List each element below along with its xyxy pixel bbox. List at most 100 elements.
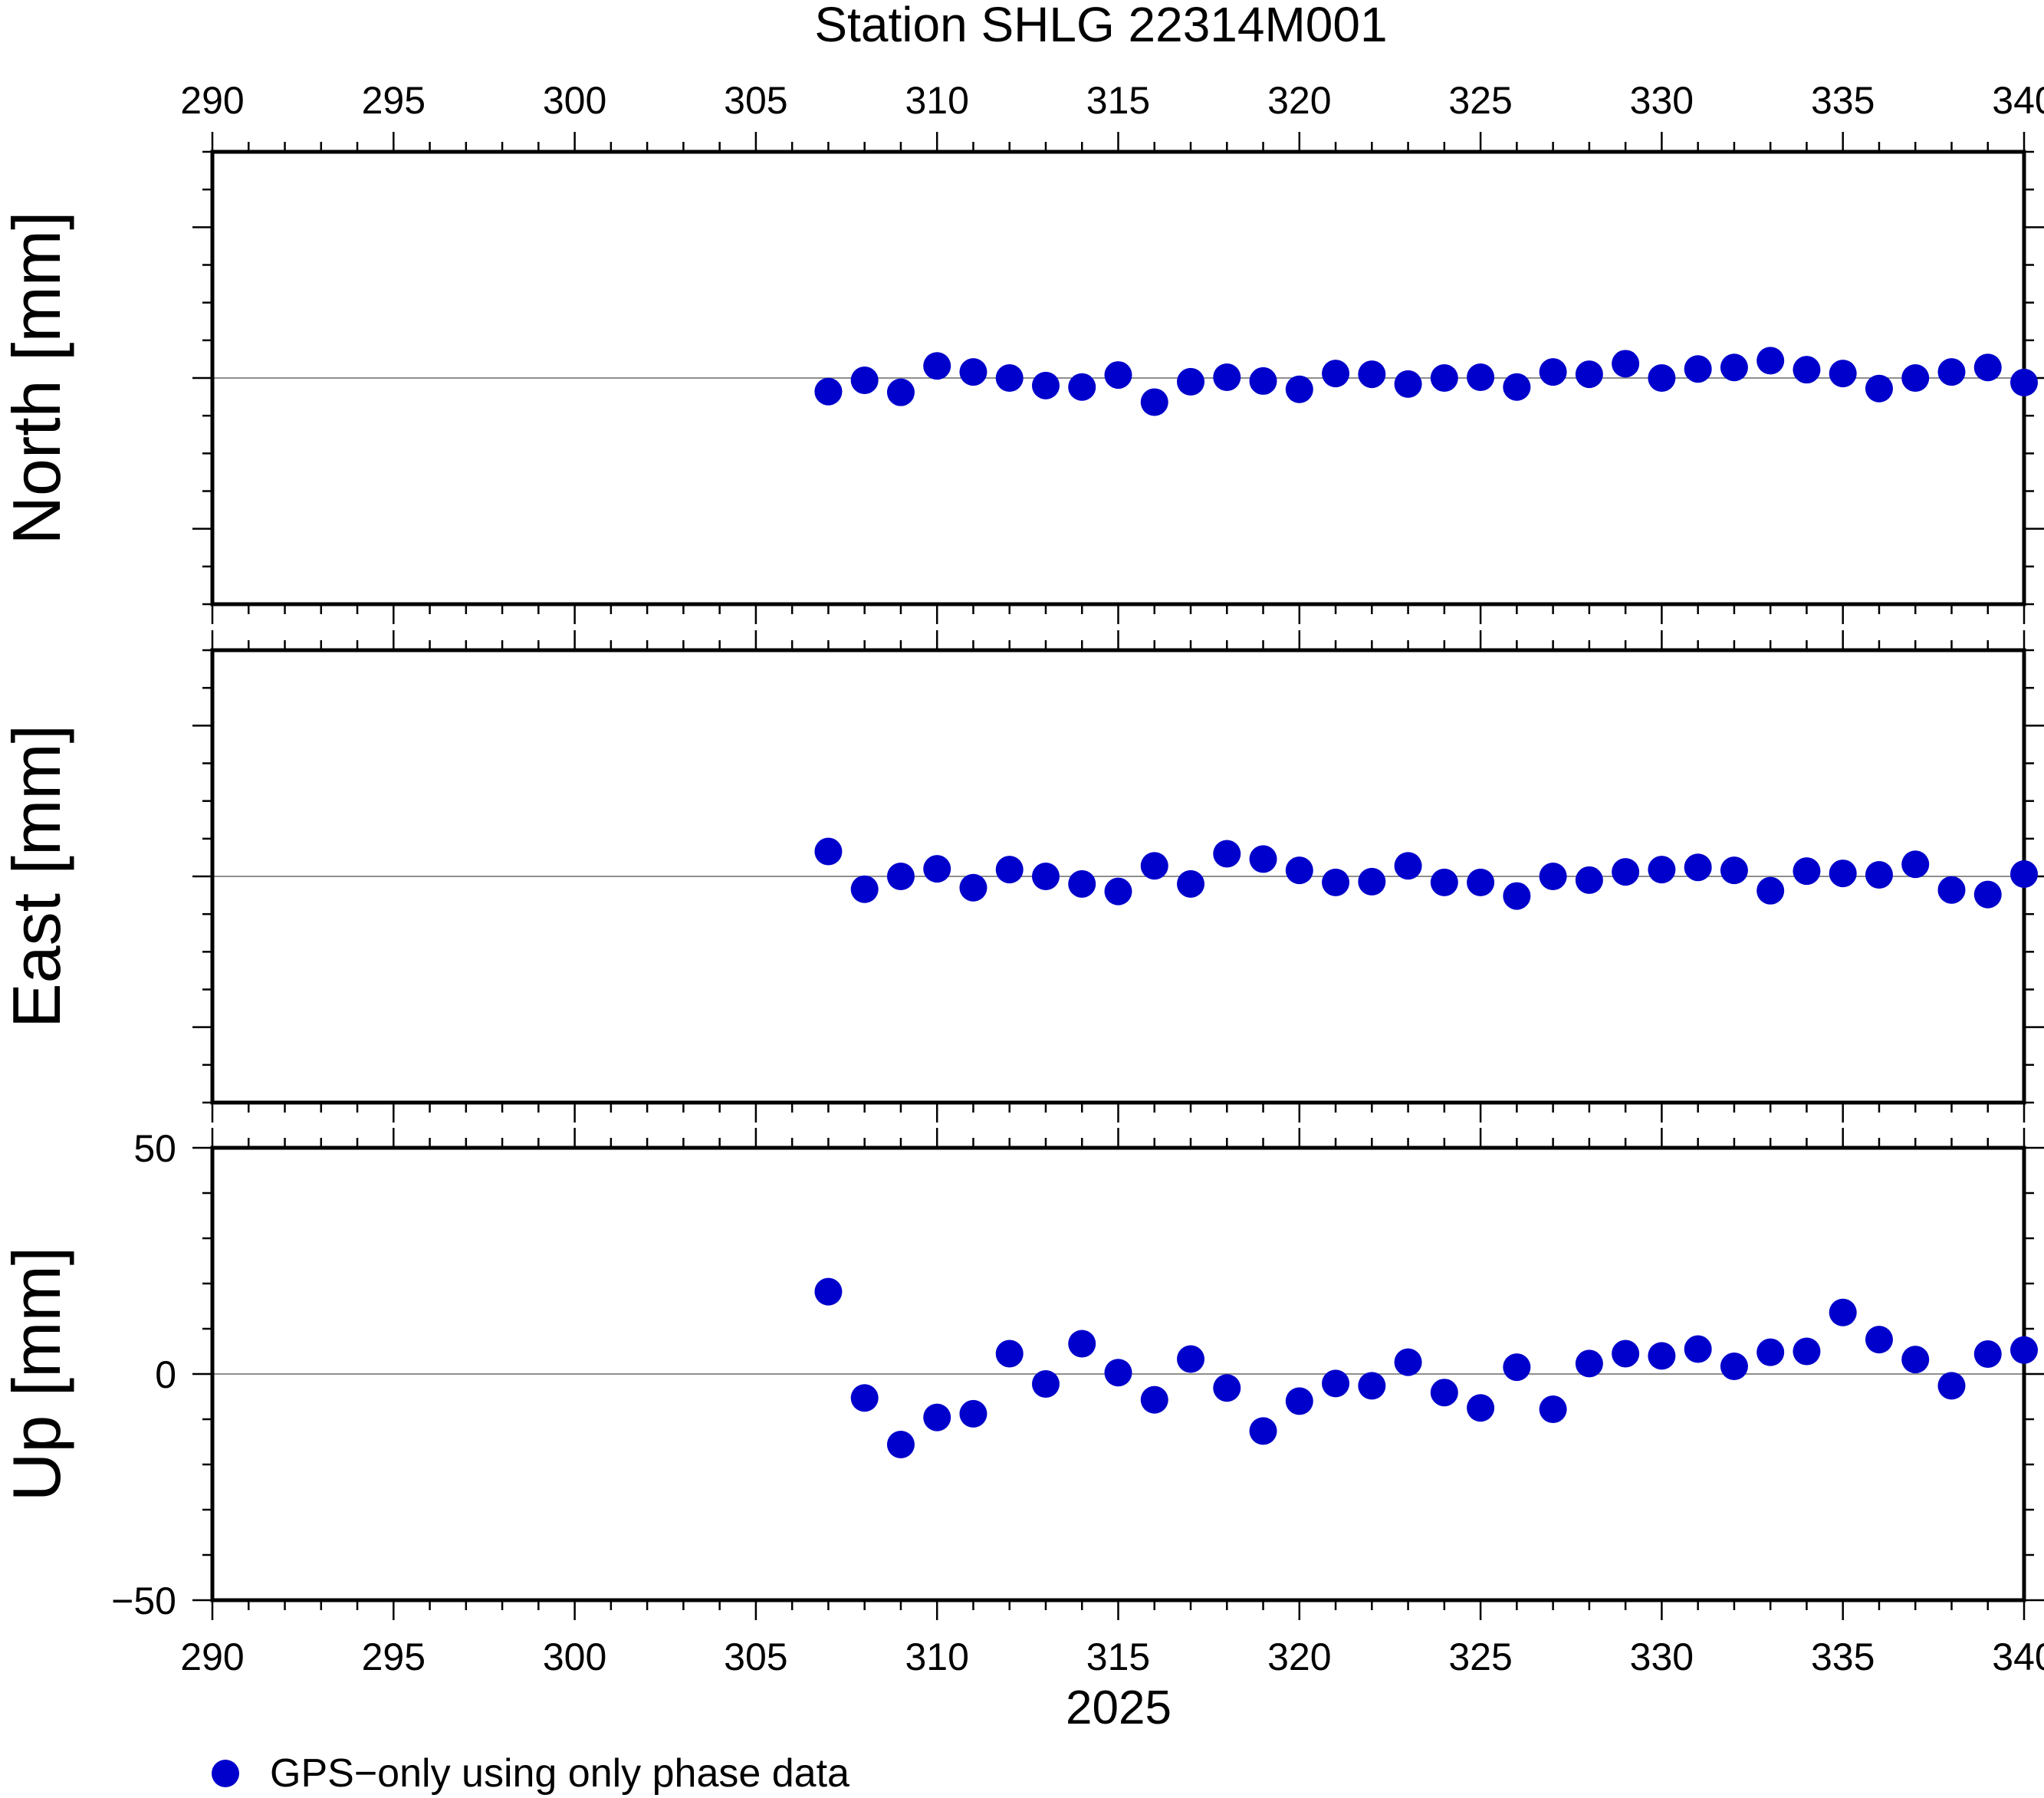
data-point [1394, 1348, 1422, 1376]
data-point [1612, 1339, 1640, 1368]
panel-0: North [mm] [0, 132, 2044, 624]
data-point [1539, 358, 1567, 386]
data-point [1394, 370, 1422, 398]
data-point [1140, 852, 1168, 880]
x-tick-label-bottom: 340 [1992, 1635, 2044, 1678]
data-point [1756, 876, 1785, 905]
data-point [1865, 861, 1893, 889]
data-point [1285, 375, 1313, 403]
data-point [959, 358, 987, 386]
data-point [1322, 360, 1350, 388]
bottom-x-axis: 290 295 300 305 310 315 320 325 330 335 340 [180, 1635, 2044, 1678]
data-point [1358, 867, 1386, 896]
data-point [1901, 850, 1930, 879]
data-point [1104, 877, 1132, 906]
data-point [1322, 868, 1350, 896]
data-point [1684, 853, 1712, 882]
data-point [1430, 1379, 1458, 1407]
chart-title: Station SHLG 22314M001 [814, 0, 1387, 52]
data-point [1973, 353, 2002, 382]
data-point [1756, 347, 1785, 375]
y-tick-label: 0 [155, 1353, 176, 1396]
data-point [850, 366, 879, 394]
data-point [850, 1384, 879, 1412]
x-tick-label-top: 310 [905, 79, 968, 122]
data-point [1648, 1342, 1676, 1370]
panel-frame [210, 1146, 2026, 1602]
data-point [1249, 367, 1277, 395]
x-tick-label-bottom: 290 [180, 1635, 244, 1678]
x-tick-label-top: 325 [1448, 79, 1512, 122]
data-point [1104, 1359, 1132, 1387]
data-point [1177, 869, 1205, 898]
data-point [1322, 1369, 1350, 1398]
data-point [850, 875, 879, 903]
x-tick-label-bottom: 320 [1267, 1635, 1331, 1678]
data-point [1612, 350, 1640, 378]
data-point [1430, 364, 1458, 392]
data-point [814, 1277, 843, 1306]
data-point [1720, 353, 1748, 382]
data-point [1285, 856, 1313, 885]
data-point [1793, 857, 1821, 886]
data-point [1213, 840, 1241, 868]
data-point [1612, 858, 1640, 886]
data-point [1575, 866, 1603, 894]
data-point [1901, 364, 1930, 392]
data-point [1503, 882, 1531, 910]
x-tick-label-top: 340 [1992, 79, 2044, 122]
data-point [1720, 1352, 1748, 1380]
x-tick-label-top: 315 [1086, 79, 1150, 122]
data-point [1213, 1374, 1241, 1402]
data-point [923, 1403, 951, 1431]
data-point [2010, 368, 2038, 396]
x-tick-label-top: 290 [180, 79, 244, 122]
data-point [1358, 360, 1386, 389]
data-point [1865, 374, 1893, 403]
data-point [995, 856, 1024, 884]
data-point [1973, 1340, 2002, 1369]
x-tick-label-bottom: 295 [362, 1635, 426, 1678]
x-tick-label-top: 300 [543, 79, 606, 122]
data-point [1865, 1326, 1893, 1354]
data-point [1648, 856, 1676, 884]
data-point [959, 873, 987, 902]
x-tick-label-bottom: 305 [724, 1635, 787, 1678]
data-point [814, 377, 843, 406]
data-point [1249, 1417, 1277, 1445]
data-point [1031, 371, 1060, 399]
data-point [2010, 860, 2038, 889]
data-point [886, 378, 915, 406]
data-point [1575, 360, 1603, 389]
data-point [1973, 880, 2002, 909]
top-x-axis: 290 295 300 305 310 315 320 325 330 335 340 [180, 79, 2044, 122]
x-tick-label-top: 320 [1267, 79, 1331, 122]
data-point [1104, 361, 1132, 390]
data-point [1177, 1345, 1205, 1373]
y-tick-label: 50 [133, 1127, 176, 1170]
data-point [1467, 868, 1495, 896]
data-point [1213, 363, 1241, 392]
data-point [1575, 1349, 1603, 1378]
data-point [1068, 1330, 1096, 1358]
data-point [1249, 845, 1277, 873]
data-point [1068, 373, 1096, 401]
y-tick-label: −50 [111, 1579, 176, 1622]
data-point [923, 352, 951, 380]
legend-marker [212, 1760, 239, 1787]
data-point [1503, 373, 1531, 401]
data-point [1031, 1369, 1060, 1398]
x-tick-label-top: 335 [1811, 79, 1875, 122]
x-tick-label-bottom: 335 [1811, 1635, 1875, 1678]
data-point [1539, 1395, 1567, 1424]
y-axis-label: Up [mm] [0, 1247, 74, 1501]
x-tick-label-top: 330 [1630, 79, 1694, 122]
x-tick-label-bottom: 330 [1630, 1635, 1694, 1678]
x-tick-label-bottom: 300 [543, 1635, 606, 1678]
data-point [1684, 355, 1712, 383]
data-point [1140, 388, 1168, 416]
data-point [1901, 1346, 1930, 1374]
data-point [1937, 876, 1966, 904]
panel-1: East [mm] [0, 630, 2044, 1123]
